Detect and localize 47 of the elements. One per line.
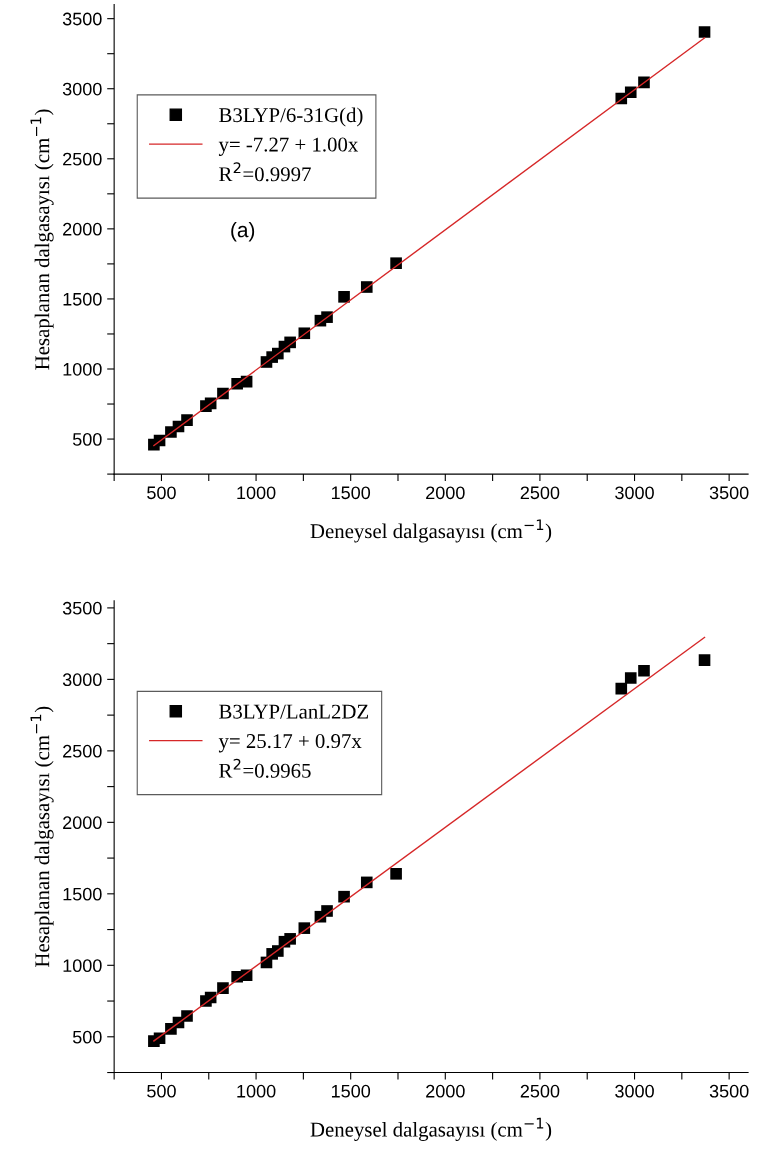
x-tick-label: 2500 (520, 1084, 560, 1098)
x-tick-label: 500 (147, 486, 176, 500)
point (338, 291, 350, 303)
y-tick-label: 1500 (63, 887, 102, 901)
x-tick-label: 2500 (520, 486, 560, 500)
point (615, 682, 628, 695)
x-tick-label: 3500 (709, 486, 749, 500)
y-tick-label: 1000 (63, 362, 102, 376)
legend-label: B3LYP/LanL2DZ (219, 704, 369, 719)
y-tick-label: 500 (72, 1030, 102, 1044)
y-tick-label: 1500 (63, 292, 102, 306)
x-tick-label: 3000 (615, 1084, 654, 1098)
x-tick-label: 1000 (237, 486, 276, 500)
point (338, 890, 350, 903)
y-tick-label: 1000 (63, 959, 102, 973)
point (624, 672, 637, 684)
annotation: R$^{2}$=0.9965 (219, 758, 311, 778)
x-tick-label: 3000 (615, 486, 654, 500)
x-tick-label: 500 (147, 1084, 176, 1098)
y-tick-label: 3000 (62, 673, 102, 687)
y-tick-label: 3500 (62, 12, 102, 26)
point (698, 26, 711, 38)
y-tick-label: 2500 (63, 152, 102, 166)
y-tick-label: 3500 (62, 601, 102, 615)
x-tick-label: 3500 (709, 1084, 749, 1098)
y-axis-title: Hesaplanan dalgasayısı (cm$^{−1}$) (30, 706, 54, 967)
y-tick-label: 2000 (63, 222, 102, 236)
legend-label: B3LYP/6-31G(d) (219, 107, 363, 127)
x-tick-label: 2000 (426, 1084, 465, 1098)
x-tick-label: 2000 (426, 486, 465, 500)
point (698, 654, 711, 666)
x-tick-label: 1500 (331, 1084, 371, 1098)
point (638, 665, 650, 677)
legend-label: y= 25.17 + 0.97x (218, 734, 362, 753)
y-tick-label: 3000 (62, 82, 102, 96)
y-tick-label: 500 (72, 433, 102, 446)
y-tick-label: 2000 (63, 816, 102, 830)
x-tick-label: 1500 (331, 486, 371, 500)
annotation: R$^{2}$=0.9997 (219, 162, 311, 182)
point (390, 868, 402, 880)
x-tick-label: 1000 (237, 1084, 276, 1098)
annotation: (a) (231, 221, 255, 242)
x-axis-title: Deneysel dalgasayısı (cm$^{−1}$) (310, 1117, 552, 1141)
y-tick-label: 2500 (63, 744, 102, 758)
x-axis-title: Deneysel dalgasayısı (cm$^{−1}$) (310, 519, 552, 543)
y-axis-title: Hesaplanan dalgasayısı (cm$^{−1}$) (30, 109, 54, 370)
legend-label: y= -7.27 + 1.00x (218, 137, 359, 156)
